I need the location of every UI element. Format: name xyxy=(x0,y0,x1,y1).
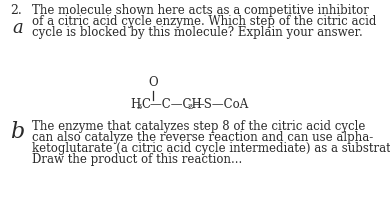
Text: ketoglutarate (a citric acid cycle intermediate) as a substrate.: ketoglutarate (a citric acid cycle inter… xyxy=(32,142,390,155)
Text: 3: 3 xyxy=(136,103,142,111)
Text: 2.: 2. xyxy=(10,4,22,17)
Text: C—C—CH: C—C—CH xyxy=(141,97,202,111)
Text: H: H xyxy=(130,97,140,111)
Text: can also catalyze the reverse reaction and can use alpha-: can also catalyze the reverse reaction a… xyxy=(32,131,373,144)
Text: The molecule shown here acts as a competitive inhibitor: The molecule shown here acts as a compet… xyxy=(32,4,369,17)
Text: a: a xyxy=(12,19,23,37)
Text: of a citric acid cycle enzyme. Which step of the citric acid: of a citric acid cycle enzyme. Which ste… xyxy=(32,15,376,28)
Text: 2: 2 xyxy=(187,103,192,111)
Text: b: b xyxy=(10,121,24,143)
Text: O: O xyxy=(148,76,158,89)
Text: cycle is blocked by this molecule? Explain your answer.: cycle is blocked by this molecule? Expla… xyxy=(32,26,363,39)
Text: Draw the product of this reaction...: Draw the product of this reaction... xyxy=(32,153,242,166)
Text: —S—CoA: —S—CoA xyxy=(192,97,248,111)
Text: The enzyme that catalyzes step 8 of the citric acid cycle: The enzyme that catalyzes step 8 of the … xyxy=(32,120,365,133)
